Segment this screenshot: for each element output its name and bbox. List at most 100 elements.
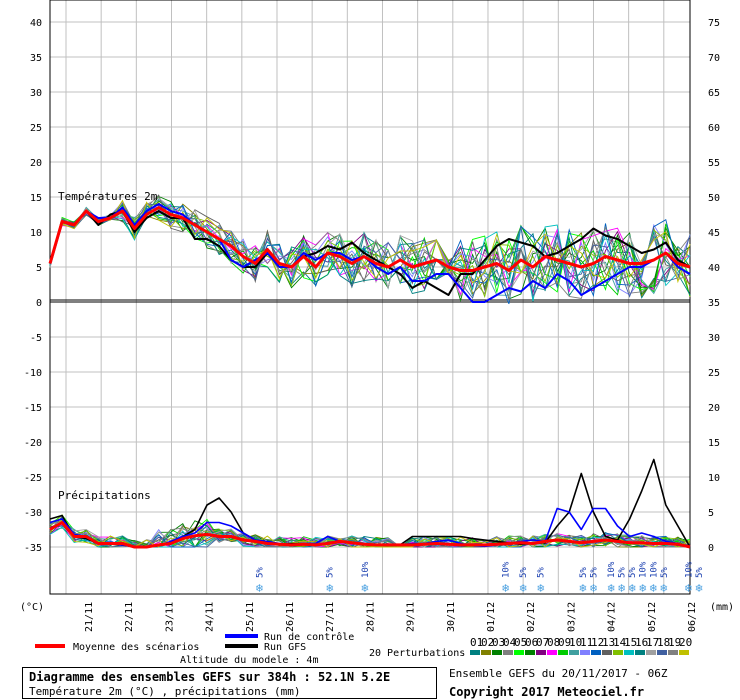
legend-mean-label: Moyenne des scénarios — [73, 641, 199, 653]
snow-percent-label: 10% — [607, 561, 617, 578]
left-tick-label: 0 — [36, 298, 42, 309]
perturbation-id-label: 03 — [492, 636, 505, 649]
left-tick-label: -25 — [24, 473, 42, 484]
run-info: Ensemble GEFS du 20/11/2017 - 06Z — [449, 667, 668, 680]
right-tick-label: 5 — [708, 508, 714, 519]
snow-percent-label: 10% — [502, 561, 512, 578]
main-series — [48, 203, 691, 549]
footer-title: Diagramme des ensembles GEFS sur 384h : … — [29, 670, 391, 684]
perturbation-temperature-line — [49, 197, 691, 298]
mean-precipitation-line — [49, 521, 691, 549]
perturbation-color-swatch — [602, 650, 612, 655]
left-tick-label: 25 — [30, 123, 42, 134]
snow-percent-label: 5% — [695, 567, 705, 578]
right-tick-label: 15 — [708, 438, 720, 449]
left-tick-label: -15 — [24, 403, 42, 414]
perturbation-id-label: 15 — [624, 636, 637, 649]
gfs-temperature-line — [49, 210, 691, 296]
perturbation-id-label: 18 — [657, 636, 670, 649]
perturbation-id-label: 16 — [635, 636, 648, 649]
snowflake-icon: ❄ — [650, 581, 657, 595]
right-tick-label: 10 — [708, 473, 720, 484]
right-tick-label: 40 — [708, 263, 720, 274]
perturbation-id-label: 13 — [602, 636, 615, 649]
right-tick-label: 70 — [708, 53, 720, 64]
perturbation-precipitation-line — [49, 521, 691, 548]
left-tick-label: 10 — [30, 228, 42, 239]
legend-control-label: Run de contrôle — [264, 631, 354, 643]
legend-perturbations-label: 20 Perturbations — [369, 648, 465, 659]
x-tick-label: 29/11 — [406, 602, 417, 632]
snowflake-icon: ❄ — [629, 581, 636, 595]
snowflake-icon: ❄ — [326, 581, 333, 595]
plot-frame — [49, 0, 691, 595]
perturbation-id-label: 06 — [525, 636, 538, 649]
snowflake-icon: ❄ — [695, 581, 702, 595]
perturbation-id-label: 20 — [679, 636, 692, 649]
snow-percent-label: 5% — [326, 567, 336, 578]
right-tick-label: 45 — [708, 228, 720, 239]
perturbation-id-label: 11 — [580, 636, 593, 649]
snow-percent-label: 10% — [684, 561, 694, 578]
perturbation-color-swatch — [525, 650, 535, 655]
perturbation-color-swatch — [657, 650, 667, 655]
copyright: Copyright 2017 Meteociel.fr — [449, 685, 645, 699]
temperature-panel-label: Températures 2m — [58, 190, 158, 203]
snow-percent-label: 10% — [361, 561, 371, 578]
snow-markers: 5%❄5%❄10%❄10%❄5%❄5%❄5%❄5%❄10%❄5%❄5%❄10%❄… — [255, 561, 705, 595]
snowflake-icon: ❄ — [537, 581, 544, 595]
perturbation-id-label: 19 — [668, 636, 681, 649]
perturbation-id-label: 12 — [591, 636, 604, 649]
footer-box: Diagramme des ensembles GEFS sur 384h : … — [22, 667, 437, 699]
perturbation-color-swatch — [580, 650, 590, 655]
x-tick-label: 21/11 — [84, 602, 95, 632]
perturbation-id-label: 07 — [536, 636, 549, 649]
perturbation-color-swatch — [569, 650, 579, 655]
left-tick-label: -5 — [30, 333, 42, 344]
right-tick-label: 75 — [708, 18, 720, 29]
altitude-label: Altitude du modele : 4m — [180, 655, 318, 666]
snow-percent-label: 5% — [589, 567, 599, 578]
right-tick-label: 35 — [708, 298, 720, 309]
x-tick-label: 05/12 — [647, 602, 658, 632]
perturbation-color-swatch — [646, 650, 656, 655]
left-tick-label: 20 — [30, 158, 42, 169]
perturbation-color-swatch — [558, 650, 568, 655]
snowflake-icon: ❄ — [639, 581, 646, 595]
perturbation-precipitation-line — [49, 524, 691, 548]
x-tick-label: 22/11 — [124, 602, 135, 632]
left-tick-label: 40 — [30, 18, 42, 29]
perturbation-color-swatch — [635, 650, 645, 655]
snow-percent-label: 5% — [537, 567, 547, 578]
x-tick-label: 28/11 — [365, 602, 376, 632]
x-tick-label: 30/11 — [446, 602, 457, 632]
left-tick-label: 30 — [30, 88, 42, 99]
perturbation-temperature-line — [49, 199, 691, 284]
snowflake-icon: ❄ — [502, 581, 509, 595]
right-tick-label: 0 — [708, 543, 714, 554]
perturbation-color-swatch — [514, 650, 524, 655]
perturbation-color-swatch — [547, 650, 557, 655]
snow-percent-label: 5% — [618, 567, 628, 578]
x-tick-label: 24/11 — [205, 602, 216, 632]
mean-temperature-line — [48, 206, 691, 272]
x-tick-label: 01/12 — [486, 602, 497, 632]
perturbation-color-swatch — [503, 650, 513, 655]
snow-percent-label: 10% — [639, 561, 649, 578]
control-temperature-line — [49, 203, 691, 303]
perturbation-id-label: 14 — [613, 636, 627, 649]
perturbation-series — [49, 194, 691, 548]
left-tick-label: 15 — [30, 193, 42, 204]
snowflake-icon: ❄ — [618, 581, 625, 595]
perturbation-color-swatch — [679, 650, 689, 655]
snow-percent-label: 5% — [255, 567, 265, 578]
snow-percent-label: 5% — [519, 567, 529, 578]
perturbation-id-label: 01 — [470, 636, 483, 649]
perturbation-id-label: 09 — [558, 636, 571, 649]
x-tick-label: 23/11 — [164, 602, 175, 632]
right-tick-label: 60 — [708, 123, 720, 134]
perturbation-color-swatch — [591, 650, 601, 655]
left-tick-label: -10 — [24, 368, 42, 379]
x-tick-label: 04/12 — [607, 602, 618, 632]
